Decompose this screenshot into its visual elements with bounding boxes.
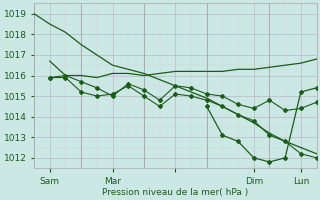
X-axis label: Pression niveau de la mer( hPa ): Pression niveau de la mer( hPa )	[102, 188, 248, 197]
